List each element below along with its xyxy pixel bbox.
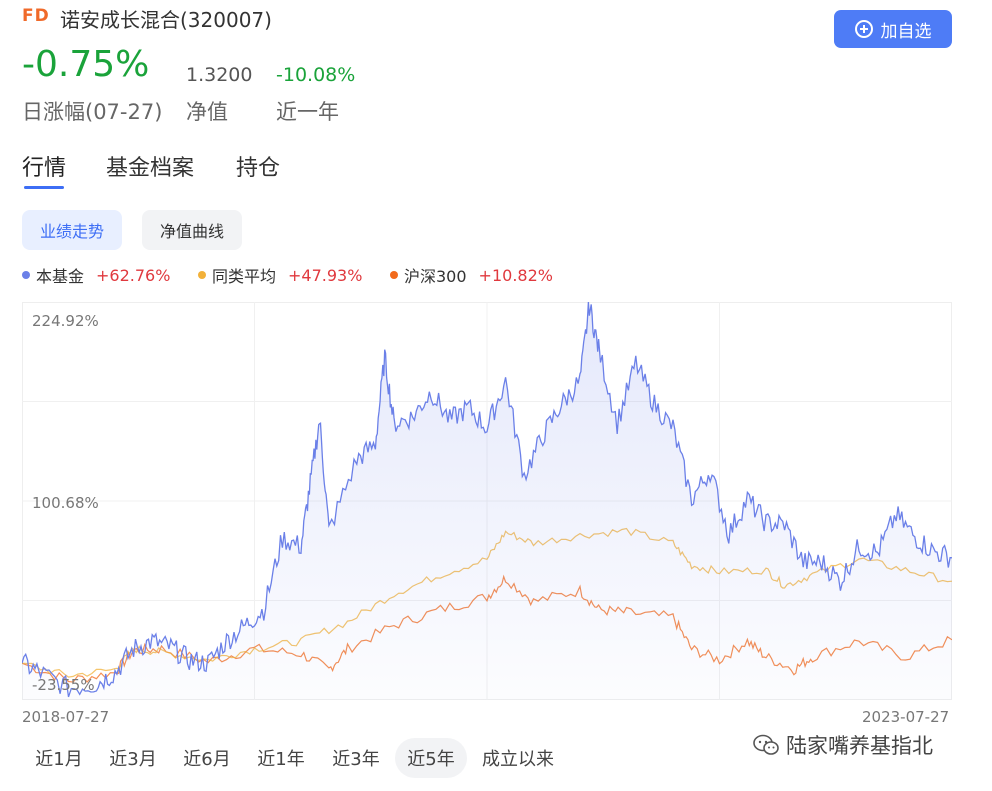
tab-market[interactable]: 行情 (22, 156, 67, 181)
period-1m[interactable]: 近1月 (35, 749, 83, 770)
period-1y[interactable]: 近1年 (257, 749, 305, 770)
y-axis-label: -23.55% (32, 676, 95, 694)
legend-name: 沪深300 (404, 267, 467, 286)
y-axis-label: 100.68% (32, 494, 99, 512)
add-watchlist-label: 加自选 (880, 21, 932, 42)
active-tab-underline (24, 186, 64, 189)
plus-circle-icon (854, 20, 873, 38)
nav-value: 1.3200 (186, 64, 253, 86)
period-3y[interactable]: 近3年 (332, 749, 380, 770)
legend-dot-category (198, 271, 206, 279)
series-line-fund (22, 302, 952, 698)
day-change-label: 日涨幅(07-27) (22, 100, 163, 124)
year-change-value: -10.08% (276, 64, 356, 86)
tab-fund-profile[interactable]: 基金档案 (106, 156, 195, 181)
legend-value: +10.82% (478, 265, 553, 285)
period-since-inception[interactable]: 成立以来 (482, 749, 554, 770)
fund-name: 诺安成长混合(320007) (60, 8, 272, 32)
fund-type-badge: FD (22, 6, 50, 26)
legend-dot-hs300 (390, 271, 398, 279)
year-change-label: 近一年 (276, 100, 339, 124)
performance-chart[interactable]: 224.92% 100.68% -23.55% (22, 302, 952, 700)
x-axis-start-date: 2018-07-27 (22, 708, 110, 726)
period-5y[interactable]: 近5年 (395, 738, 467, 778)
legend-value: +47.93% (288, 265, 363, 285)
nav-label: 净值 (186, 100, 228, 124)
subtab-performance[interactable]: 业绩走势 (22, 210, 122, 250)
legend-value: +62.76% (96, 265, 171, 285)
subtab-nav-curve[interactable]: 净值曲线 (142, 210, 242, 250)
legend-name: 本基金 (36, 267, 85, 286)
series-area-fund (22, 302, 952, 700)
legend-item-category: 同类平均 +47.93% (198, 263, 362, 287)
legend-item-hs300: 沪深300 +10.82% (390, 263, 553, 287)
watermark-text: 陆家嘴养基指北 (786, 734, 933, 758)
watermark: 陆家嘴养基指北 (752, 730, 933, 760)
legend-item-fund: 本基金 +62.76% (22, 263, 170, 287)
day-change-value: -0.75% (22, 44, 150, 85)
add-watchlist-button[interactable]: 加自选 (834, 10, 952, 48)
legend-name: 同类平均 (212, 267, 277, 286)
tab-holdings[interactable]: 持仓 (236, 156, 281, 181)
x-axis-end-date: 2023-07-27 (862, 708, 950, 726)
y-axis-label: 224.92% (32, 312, 99, 330)
period-3m[interactable]: 近3月 (109, 749, 157, 770)
legend-dot-fund (22, 271, 30, 279)
wechat-icon (753, 734, 779, 755)
period-6m[interactable]: 近6月 (183, 749, 231, 770)
